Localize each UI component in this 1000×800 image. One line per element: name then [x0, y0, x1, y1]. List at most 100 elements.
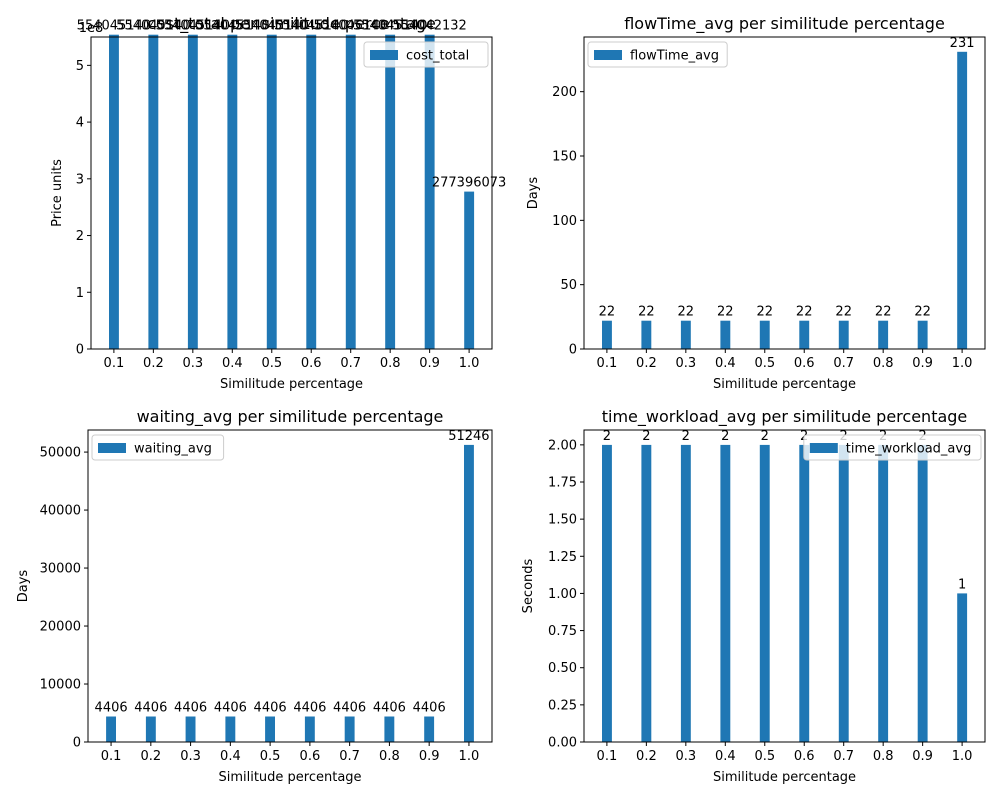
chart-title: time_workload_avg per similitude percent…: [602, 407, 968, 427]
y-tick-label: 150: [552, 150, 577, 165]
bar: [424, 34, 435, 349]
x-tick-label: 0.7: [339, 749, 360, 764]
bar-value-label: 4406: [254, 701, 287, 716]
x-tick-label: 0.9: [912, 356, 933, 371]
bar-value-label: 231: [950, 36, 975, 51]
bar-value-label: 4406: [214, 701, 247, 716]
bar: [799, 320, 810, 349]
legend-box: [363, 41, 489, 68]
y-tick-label: 200: [552, 85, 577, 100]
bar-value-label: 554045140: [235, 19, 309, 34]
x-tick-label: 0.4: [715, 749, 736, 764]
bar: [917, 444, 928, 742]
y-tick-label: 40000: [40, 504, 81, 519]
x-tick-label: 0.4: [222, 356, 243, 371]
bar: [759, 320, 770, 349]
x-tick-label: 0.7: [833, 356, 854, 371]
bar-value-label: 554042132: [392, 19, 466, 34]
x-tick-label: 0.2: [140, 749, 161, 764]
y-tick-label: 2: [76, 229, 84, 244]
x-tick-label: 1.0: [952, 356, 973, 371]
y-tick-label: 2.00: [548, 438, 577, 453]
bar: [344, 716, 355, 742]
legend-label: waiting_avg: [134, 442, 212, 457]
bar: [464, 444, 474, 742]
bar: [227, 34, 238, 349]
bar-value-label: 4406: [95, 701, 128, 716]
x-tick-label: 0.7: [340, 356, 361, 371]
legend: flowTime_avg: [587, 41, 728, 68]
bar-value-label: 554045140: [353, 19, 427, 34]
bar-value-label: 554045140: [77, 19, 151, 34]
x-tick-label: 0.7: [833, 749, 854, 764]
x-tick-label: 0.1: [597, 356, 618, 371]
bar: [306, 34, 317, 349]
bar: [838, 444, 849, 742]
chart-title: flowTime_avg per similitude percentage: [624, 14, 945, 34]
bar: [641, 320, 652, 349]
y-tick-label: 100: [552, 214, 577, 229]
axes-frame: [583, 36, 986, 350]
y-axis-label: Days: [16, 570, 31, 603]
legend-box: [91, 434, 225, 461]
legend: cost_total: [363, 41, 489, 68]
bar-value-label: 22: [757, 305, 774, 320]
bar-value-label: 2: [721, 429, 729, 444]
x-tick-label: 0.9: [912, 749, 933, 764]
bar: [878, 444, 889, 742]
bar: [680, 320, 691, 349]
bar: [385, 34, 396, 349]
legend-box: [803, 434, 982, 461]
bar-value-label: 1: [958, 577, 966, 592]
x-axis-label: Similitude percentage: [220, 377, 363, 392]
legend: time_workload_avg: [803, 434, 982, 461]
x-tick-label: 0.8: [873, 356, 894, 371]
x-tick-label: 1.0: [459, 356, 480, 371]
bar-value-label: 22: [875, 305, 892, 320]
y-tick-label: 0: [76, 343, 84, 358]
bar: [145, 716, 156, 742]
legend-label: time_workload_avg: [846, 442, 972, 457]
y-tick-label: 10000: [40, 678, 81, 693]
bar-value-label: 4406: [293, 701, 326, 716]
y-tick-label: 1.00: [548, 587, 577, 602]
y-tick-label: 50: [560, 278, 577, 293]
axes-frame: [87, 429, 493, 743]
legend-label: cost_total: [406, 49, 469, 64]
bar-value-label: 22: [638, 305, 655, 320]
y-tick-label: 0.25: [548, 698, 577, 713]
axes-frame: [90, 36, 493, 350]
bar-value-label: 22: [599, 305, 616, 320]
legend-box: [587, 41, 728, 68]
x-tick-label: 1.0: [952, 749, 973, 764]
bar: [641, 444, 652, 742]
bar: [720, 444, 731, 742]
bar: [148, 34, 159, 349]
bar: [424, 716, 435, 742]
bar: [187, 34, 198, 349]
legend-swatch: [809, 443, 838, 453]
chart-title: cost_total per similitude percentage: [147, 14, 436, 34]
x-tick-label: 1.0: [459, 749, 480, 764]
bar-value-label: 554045140: [313, 19, 387, 34]
legend-label: flowTime_avg: [630, 49, 719, 64]
bar-value-label: 554045140: [156, 19, 230, 34]
bar: [917, 320, 928, 349]
bar-value-label: 554045140: [195, 19, 269, 34]
x-axis-label: Similitude percentage: [218, 770, 361, 785]
chart-title: waiting_avg per similitude percentage: [137, 407, 444, 427]
x-tick-label: 0.8: [873, 749, 894, 764]
bar-value-label: 2: [761, 429, 769, 444]
bar: [838, 320, 849, 349]
bar: [602, 444, 612, 742]
bar: [265, 716, 275, 742]
bar-value-label: 4406: [333, 701, 366, 716]
legend-swatch: [98, 443, 126, 453]
bar: [185, 716, 196, 742]
bar-value-label: 4406: [373, 701, 406, 716]
x-tick-label: 0.6: [300, 749, 321, 764]
y-tick-label: 1.75: [548, 476, 577, 491]
bar: [680, 444, 691, 742]
y-tick-label: 5: [76, 59, 84, 74]
